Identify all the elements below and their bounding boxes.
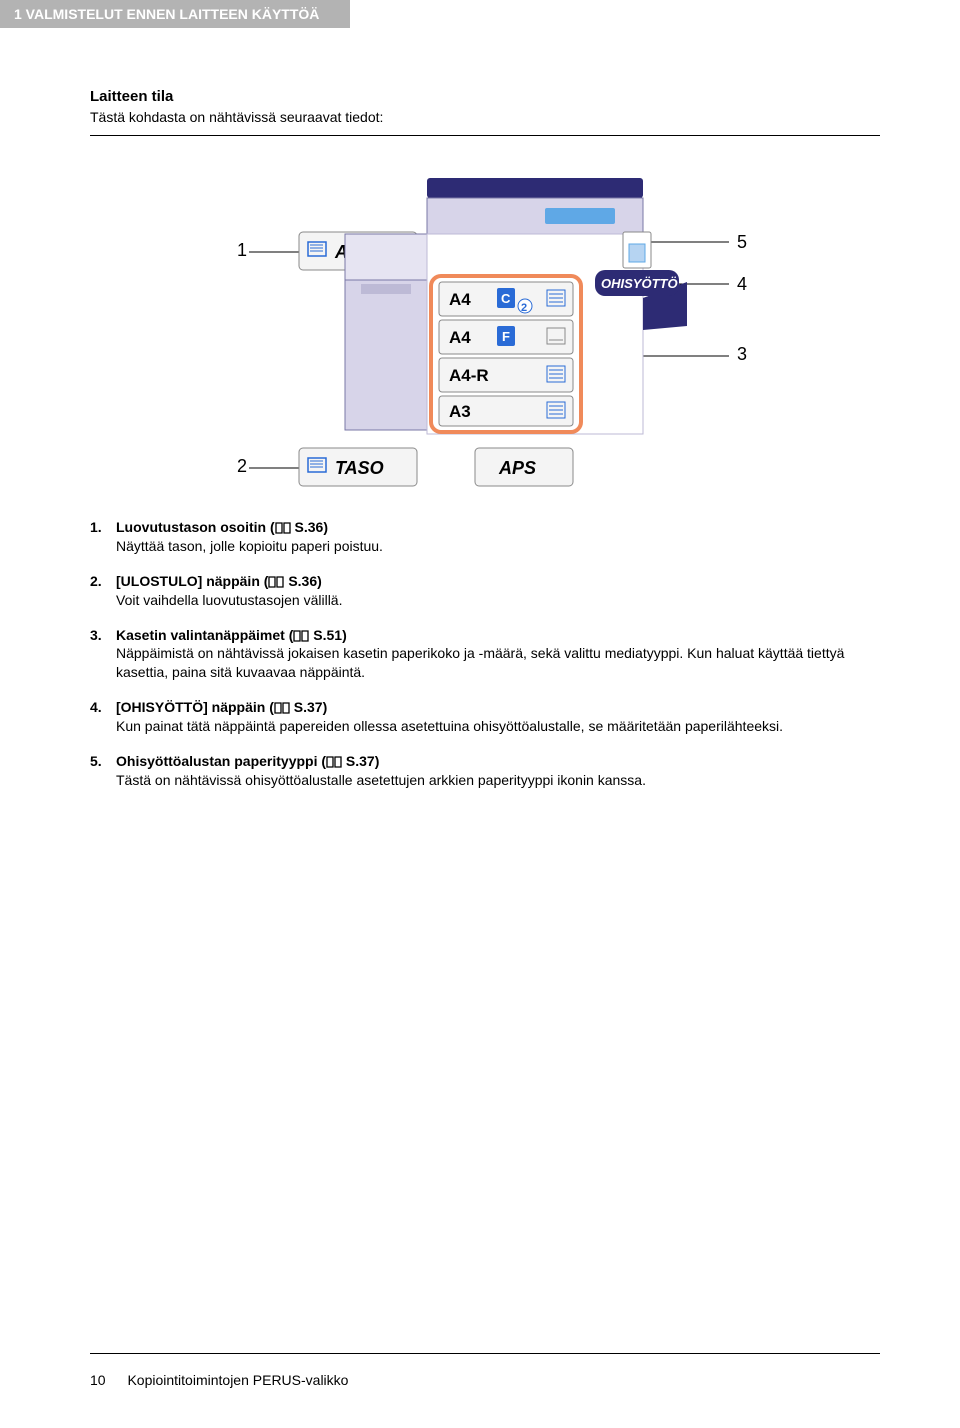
svg-text:C: C — [501, 291, 511, 306]
list-item: 3. Kasetin valintanäppäimet ( S.51) Näpp… — [90, 626, 880, 683]
item-number: 2. — [90, 572, 102, 591]
item-title: [OHISYÖTTÖ] näppäin ( S.37) — [116, 699, 327, 715]
item-number: 5. — [90, 752, 102, 771]
divider — [90, 135, 880, 136]
book-icon — [274, 702, 290, 714]
item-number: 4. — [90, 698, 102, 717]
page-content: Laitteen tila Tästä kohdasta on nähtävis… — [0, 28, 960, 790]
svg-text:F: F — [502, 329, 510, 344]
book-icon — [326, 756, 342, 768]
ptr-1: 1 — [237, 240, 247, 260]
ptr-3: 3 — [737, 344, 747, 364]
svg-text:A3: A3 — [449, 402, 471, 421]
chapter-header: 1 VALMISTELUT ENNEN LAITTEEN KÄYTTÖÄ — [0, 0, 350, 28]
item-desc: Näppäimistä on nähtävissä jokaisen kaset… — [116, 644, 880, 682]
svg-text:TASO: TASO — [335, 458, 384, 478]
svg-text:A4: A4 — [449, 328, 471, 347]
item-title: Luovutustason osoitin ( S.36) — [116, 519, 328, 535]
ptr-4: 4 — [737, 274, 747, 294]
item-title: Kasetin valintanäppäimet ( S.51) — [116, 627, 347, 643]
footer-label: Kopiointitoimintojen PERUS-valikko — [127, 1372, 348, 1388]
svg-text:2: 2 — [521, 302, 527, 314]
item-desc: Kun painat tätä näppäintä papereiden oll… — [116, 717, 880, 736]
item-number: 3. — [90, 626, 102, 645]
book-icon — [275, 522, 291, 534]
aps-button: APS — [475, 448, 573, 486]
page-footer: 10 Kopiointitoimintojen PERUS-valikko — [90, 1353, 880, 1388]
page-number: 10 — [90, 1372, 106, 1388]
device-diagram: 1 2 3 4 5 AUTO TASO APS — [215, 170, 755, 490]
section-intro: Tästä kohdasta on nähtävissä seuraavat t… — [90, 109, 880, 125]
section-title: Laitteen tila — [90, 88, 880, 105]
list-item: 2. [ULOSTULO] näppäin ( S.36) Voit vaihd… — [90, 572, 880, 610]
book-icon — [268, 576, 284, 588]
item-desc: Voit vaihdella luovutustasojen välillä. — [116, 591, 880, 610]
ptr-2: 2 — [237, 456, 247, 476]
item-desc: Tästä on nähtävissä ohisyöttöalustalle a… — [116, 771, 880, 790]
tray-list: A4 C 2 A4 F A4-R A3 — [439, 282, 573, 426]
item-desc: Näyttää tason, jolle kopioitu paperi poi… — [116, 537, 880, 556]
ohisyotto-label: OHISYÖTTÖ — [595, 270, 679, 296]
list-item: 4. [OHISYÖTTÖ] näppäin ( S.37) Kun paina… — [90, 698, 880, 736]
list-item: 5. Ohisyöttöalustan paperityyppi ( S.37)… — [90, 752, 880, 790]
item-number: 1. — [90, 518, 102, 537]
list-item: 1. Luovutustason osoitin ( S.36) Näyttää… — [90, 518, 880, 556]
numbered-list: 1. Luovutustason osoitin ( S.36) Näyttää… — [90, 518, 880, 790]
svg-text:A4-R: A4-R — [449, 366, 489, 385]
svg-text:A4: A4 — [449, 290, 471, 309]
item-title: [ULOSTULO] näppäin ( S.36) — [116, 573, 322, 589]
book-icon — [293, 630, 309, 642]
item-title: Ohisyöttöalustan paperityyppi ( S.37) — [116, 753, 379, 769]
taso-button: TASO — [299, 448, 417, 486]
ptr-5: 5 — [737, 232, 747, 252]
svg-text:OHISYÖTTÖ: OHISYÖTTÖ — [601, 276, 678, 291]
svg-text:APS: APS — [498, 458, 536, 478]
